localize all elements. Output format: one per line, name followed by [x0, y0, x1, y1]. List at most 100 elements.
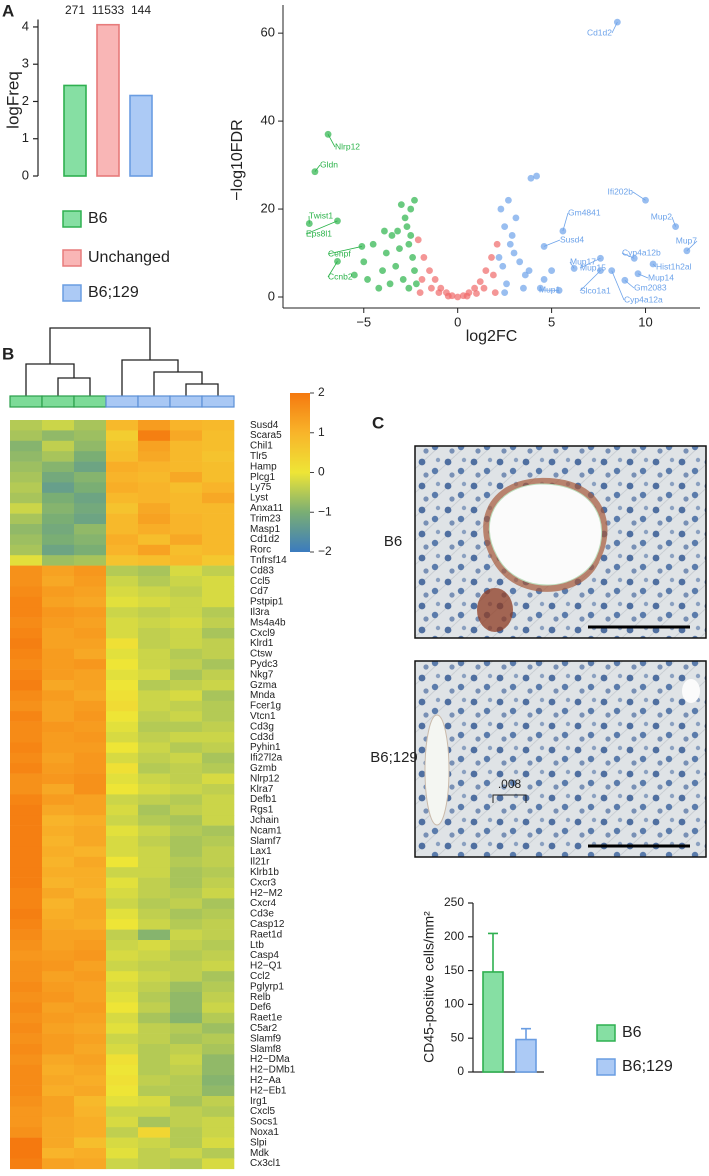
point [409, 254, 416, 261]
row-label: Gzmb [250, 763, 277, 774]
x-axis-label: log2FC [466, 328, 518, 345]
heat-cell [170, 961, 202, 972]
leader-line [612, 271, 624, 300]
heat-cell [170, 732, 202, 743]
heat-cell [170, 1044, 202, 1055]
row-label: Irg1 [250, 1096, 268, 1107]
heat-cell [138, 1054, 170, 1065]
point [417, 289, 424, 296]
dendrogram [26, 328, 218, 396]
heat-cell [10, 670, 42, 681]
y-axis-label: CD45-positive cells/mm² [421, 911, 437, 1063]
heat-cell [10, 1106, 42, 1117]
heat-cell [106, 493, 138, 504]
heat-cell [202, 857, 234, 868]
row-label: Ltb [250, 940, 264, 951]
heat-cell [138, 763, 170, 774]
heat-cell [42, 815, 74, 826]
heat-cell [74, 805, 106, 816]
heat-cell [138, 1065, 170, 1076]
row-label: Cxcl9 [250, 628, 275, 639]
heat-cell [202, 545, 234, 556]
heat-cell [138, 919, 170, 930]
point-label: Mup7 [676, 235, 698, 245]
heat-cell [74, 1127, 106, 1138]
heat-cell [106, 1013, 138, 1024]
heat-cell [202, 638, 234, 649]
heat-cell [138, 462, 170, 473]
heat-cell [74, 846, 106, 857]
point [405, 241, 412, 248]
heat-cell [42, 586, 74, 597]
heat-cell [10, 805, 42, 816]
heat-cell [74, 940, 106, 951]
heat-cell [10, 919, 42, 930]
group-bar [74, 396, 106, 407]
row-label: Scara5 [250, 430, 282, 441]
heat-cell [10, 659, 42, 670]
heat-cell [138, 586, 170, 597]
heat-cell [42, 420, 74, 431]
heat-cell [138, 482, 170, 493]
point [496, 254, 503, 261]
heat-cell [170, 794, 202, 805]
heat-cell [202, 680, 234, 691]
x-tick-label: 0 [454, 314, 461, 329]
heat-cell [106, 711, 138, 722]
heat-cell [170, 940, 202, 951]
heat-cell [170, 753, 202, 764]
heat-cell [170, 1117, 202, 1128]
heat-cell [10, 628, 42, 639]
heat-cell [42, 794, 74, 805]
heat-cell [202, 1044, 234, 1055]
heat-cell [170, 982, 202, 993]
point [398, 201, 405, 208]
x-tick-label: 5 [548, 314, 555, 329]
heat-cell [106, 430, 138, 441]
heat-cell [74, 909, 106, 920]
row-label: Tlr5 [250, 451, 268, 462]
heat-cell [170, 1106, 202, 1117]
point-label: Mup2 [651, 211, 673, 221]
heat-cell [106, 576, 138, 587]
row-label: Slpi [250, 1137, 267, 1148]
heat-cell [74, 1106, 106, 1117]
row-label: Tnfrsf14 [250, 555, 287, 566]
heat-cell [106, 638, 138, 649]
heat-cell [170, 493, 202, 504]
heat-cell [202, 794, 234, 805]
heat-cell [106, 441, 138, 452]
heat-cell [202, 472, 234, 483]
heat-cell [42, 1075, 74, 1086]
point [481, 285, 488, 292]
legend-swatch [63, 285, 81, 301]
heat-cell [170, 867, 202, 878]
heat-cell [202, 784, 234, 795]
heat-cell [170, 1013, 202, 1024]
heat-cell [106, 649, 138, 660]
heat-cell [10, 722, 42, 733]
point [381, 228, 388, 235]
y-tick-label: 50 [451, 1030, 465, 1044]
heat-cell [10, 732, 42, 743]
heat-cell [42, 628, 74, 639]
heat-cell [74, 649, 106, 660]
heat-cell [42, 753, 74, 764]
heat-cell [74, 482, 106, 493]
row-label: Trim23 [250, 513, 281, 524]
heat-cell [202, 576, 234, 587]
heat-cell [106, 597, 138, 608]
heat-cell [202, 742, 234, 753]
point [402, 214, 409, 221]
heat-cell [42, 940, 74, 951]
heat-cell [202, 441, 234, 452]
heat-cell [202, 1002, 234, 1013]
point [526, 267, 533, 274]
heat-cell [202, 1106, 234, 1117]
heat-cell [170, 701, 202, 712]
heat-cell [202, 982, 234, 993]
panel-letter: B [2, 344, 14, 363]
heat-cell [138, 930, 170, 941]
point [492, 289, 499, 296]
